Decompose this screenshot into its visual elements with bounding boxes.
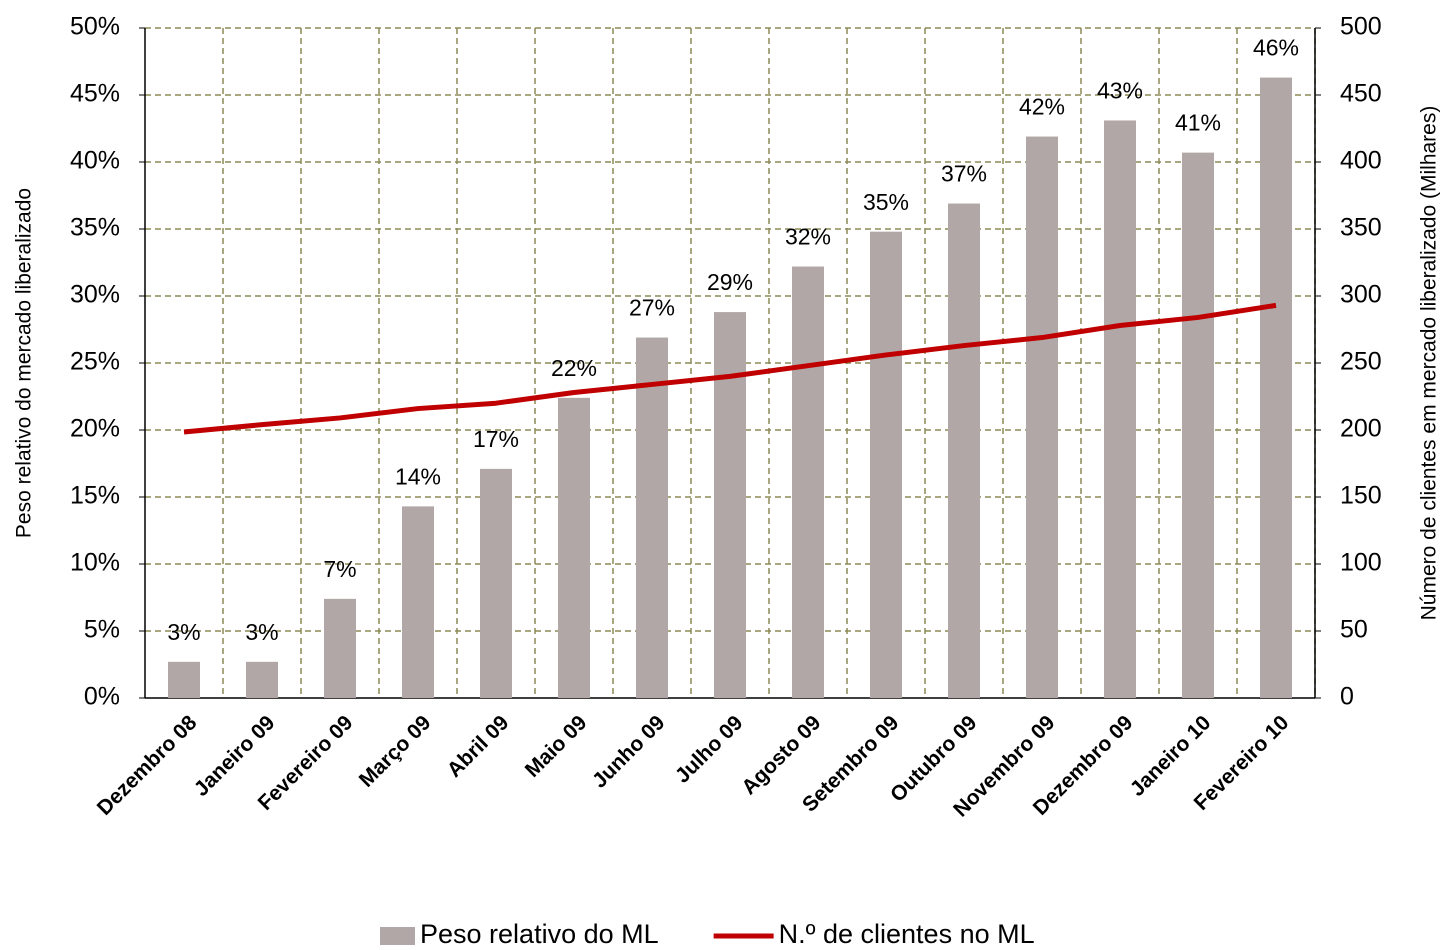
bar bbox=[480, 468, 512, 698]
line bbox=[183, 302, 1277, 435]
bar bbox=[246, 661, 278, 698]
bar bbox=[948, 203, 980, 699]
value-label: 3% bbox=[245, 619, 278, 645]
bar bbox=[870, 231, 902, 698]
bar bbox=[714, 312, 746, 698]
y-tick-label: 35% bbox=[70, 214, 120, 242]
x-tick-label: Julho 09 bbox=[671, 711, 748, 788]
x-tick-label: Maio 09 bbox=[521, 711, 592, 782]
y2-tick-label: 400 bbox=[1340, 147, 1382, 175]
value-label: 22% bbox=[551, 355, 597, 381]
bar bbox=[1182, 152, 1214, 698]
y-tick-label: 15% bbox=[70, 482, 120, 510]
y-tick-label: 20% bbox=[70, 415, 120, 443]
value-label: 32% bbox=[785, 224, 831, 250]
y2-tick-label: 0 bbox=[1340, 683, 1354, 711]
bar bbox=[558, 397, 590, 698]
value-label: 27% bbox=[629, 295, 675, 321]
x-tick-label: Dezembro 08 bbox=[93, 711, 202, 820]
legend-swatch bbox=[380, 927, 415, 945]
value-label: 17% bbox=[473, 426, 519, 452]
y-axis-label: Peso relativo do mercado liberalizado bbox=[13, 188, 36, 538]
y-tick-label: 30% bbox=[70, 281, 120, 309]
bar bbox=[168, 661, 200, 698]
y-tick-label: 5% bbox=[84, 616, 120, 644]
legend-label: N.º de clientes no ML bbox=[779, 919, 1035, 949]
value-label: 43% bbox=[1097, 78, 1143, 104]
y2-tick-label: 250 bbox=[1340, 348, 1382, 376]
value-label: 42% bbox=[1019, 94, 1065, 120]
value-label: 7% bbox=[323, 556, 356, 582]
y2-tick-label: 300 bbox=[1340, 281, 1382, 309]
y-tick-label: 25% bbox=[70, 348, 120, 376]
y-tick-label: 0% bbox=[84, 683, 120, 711]
y2-tick-label: 50 bbox=[1340, 616, 1368, 644]
value-label: 14% bbox=[395, 463, 441, 489]
value-label: 35% bbox=[863, 189, 909, 215]
y-tick-label: 40% bbox=[70, 147, 120, 175]
x-tick-label: Junho 09 bbox=[588, 711, 669, 792]
bar bbox=[1104, 120, 1136, 698]
bar bbox=[792, 266, 824, 698]
value-label: 3% bbox=[167, 619, 200, 645]
value-label: 37% bbox=[941, 161, 987, 187]
y-tick-label: 50% bbox=[70, 13, 120, 41]
y2-tick-label: 200 bbox=[1340, 415, 1382, 443]
legend-label: Peso relativo do ML bbox=[420, 919, 659, 949]
value-label: 41% bbox=[1175, 110, 1221, 136]
bar bbox=[402, 506, 434, 698]
bar bbox=[324, 598, 356, 698]
bar bbox=[1026, 136, 1058, 699]
y2-tick-label: 450 bbox=[1340, 80, 1382, 108]
y-tick-label: 45% bbox=[70, 80, 120, 108]
y2-tick-label: 150 bbox=[1340, 482, 1382, 510]
y2-tick-label: 350 bbox=[1340, 214, 1382, 242]
bar bbox=[636, 337, 668, 698]
y2-tick-label: 500 bbox=[1340, 13, 1382, 41]
y-tick-label: 10% bbox=[70, 549, 120, 577]
value-label: 46% bbox=[1253, 35, 1299, 61]
x-tick-label: Abril 09 bbox=[443, 711, 514, 782]
value-label: 29% bbox=[707, 269, 753, 295]
y2-axis-label: Número de clientes em mercado liberaliza… bbox=[1418, 106, 1441, 621]
x-tick-label: Março 09 bbox=[355, 711, 436, 792]
y2-tick-label: 100 bbox=[1340, 549, 1382, 577]
bar bbox=[1260, 77, 1292, 698]
